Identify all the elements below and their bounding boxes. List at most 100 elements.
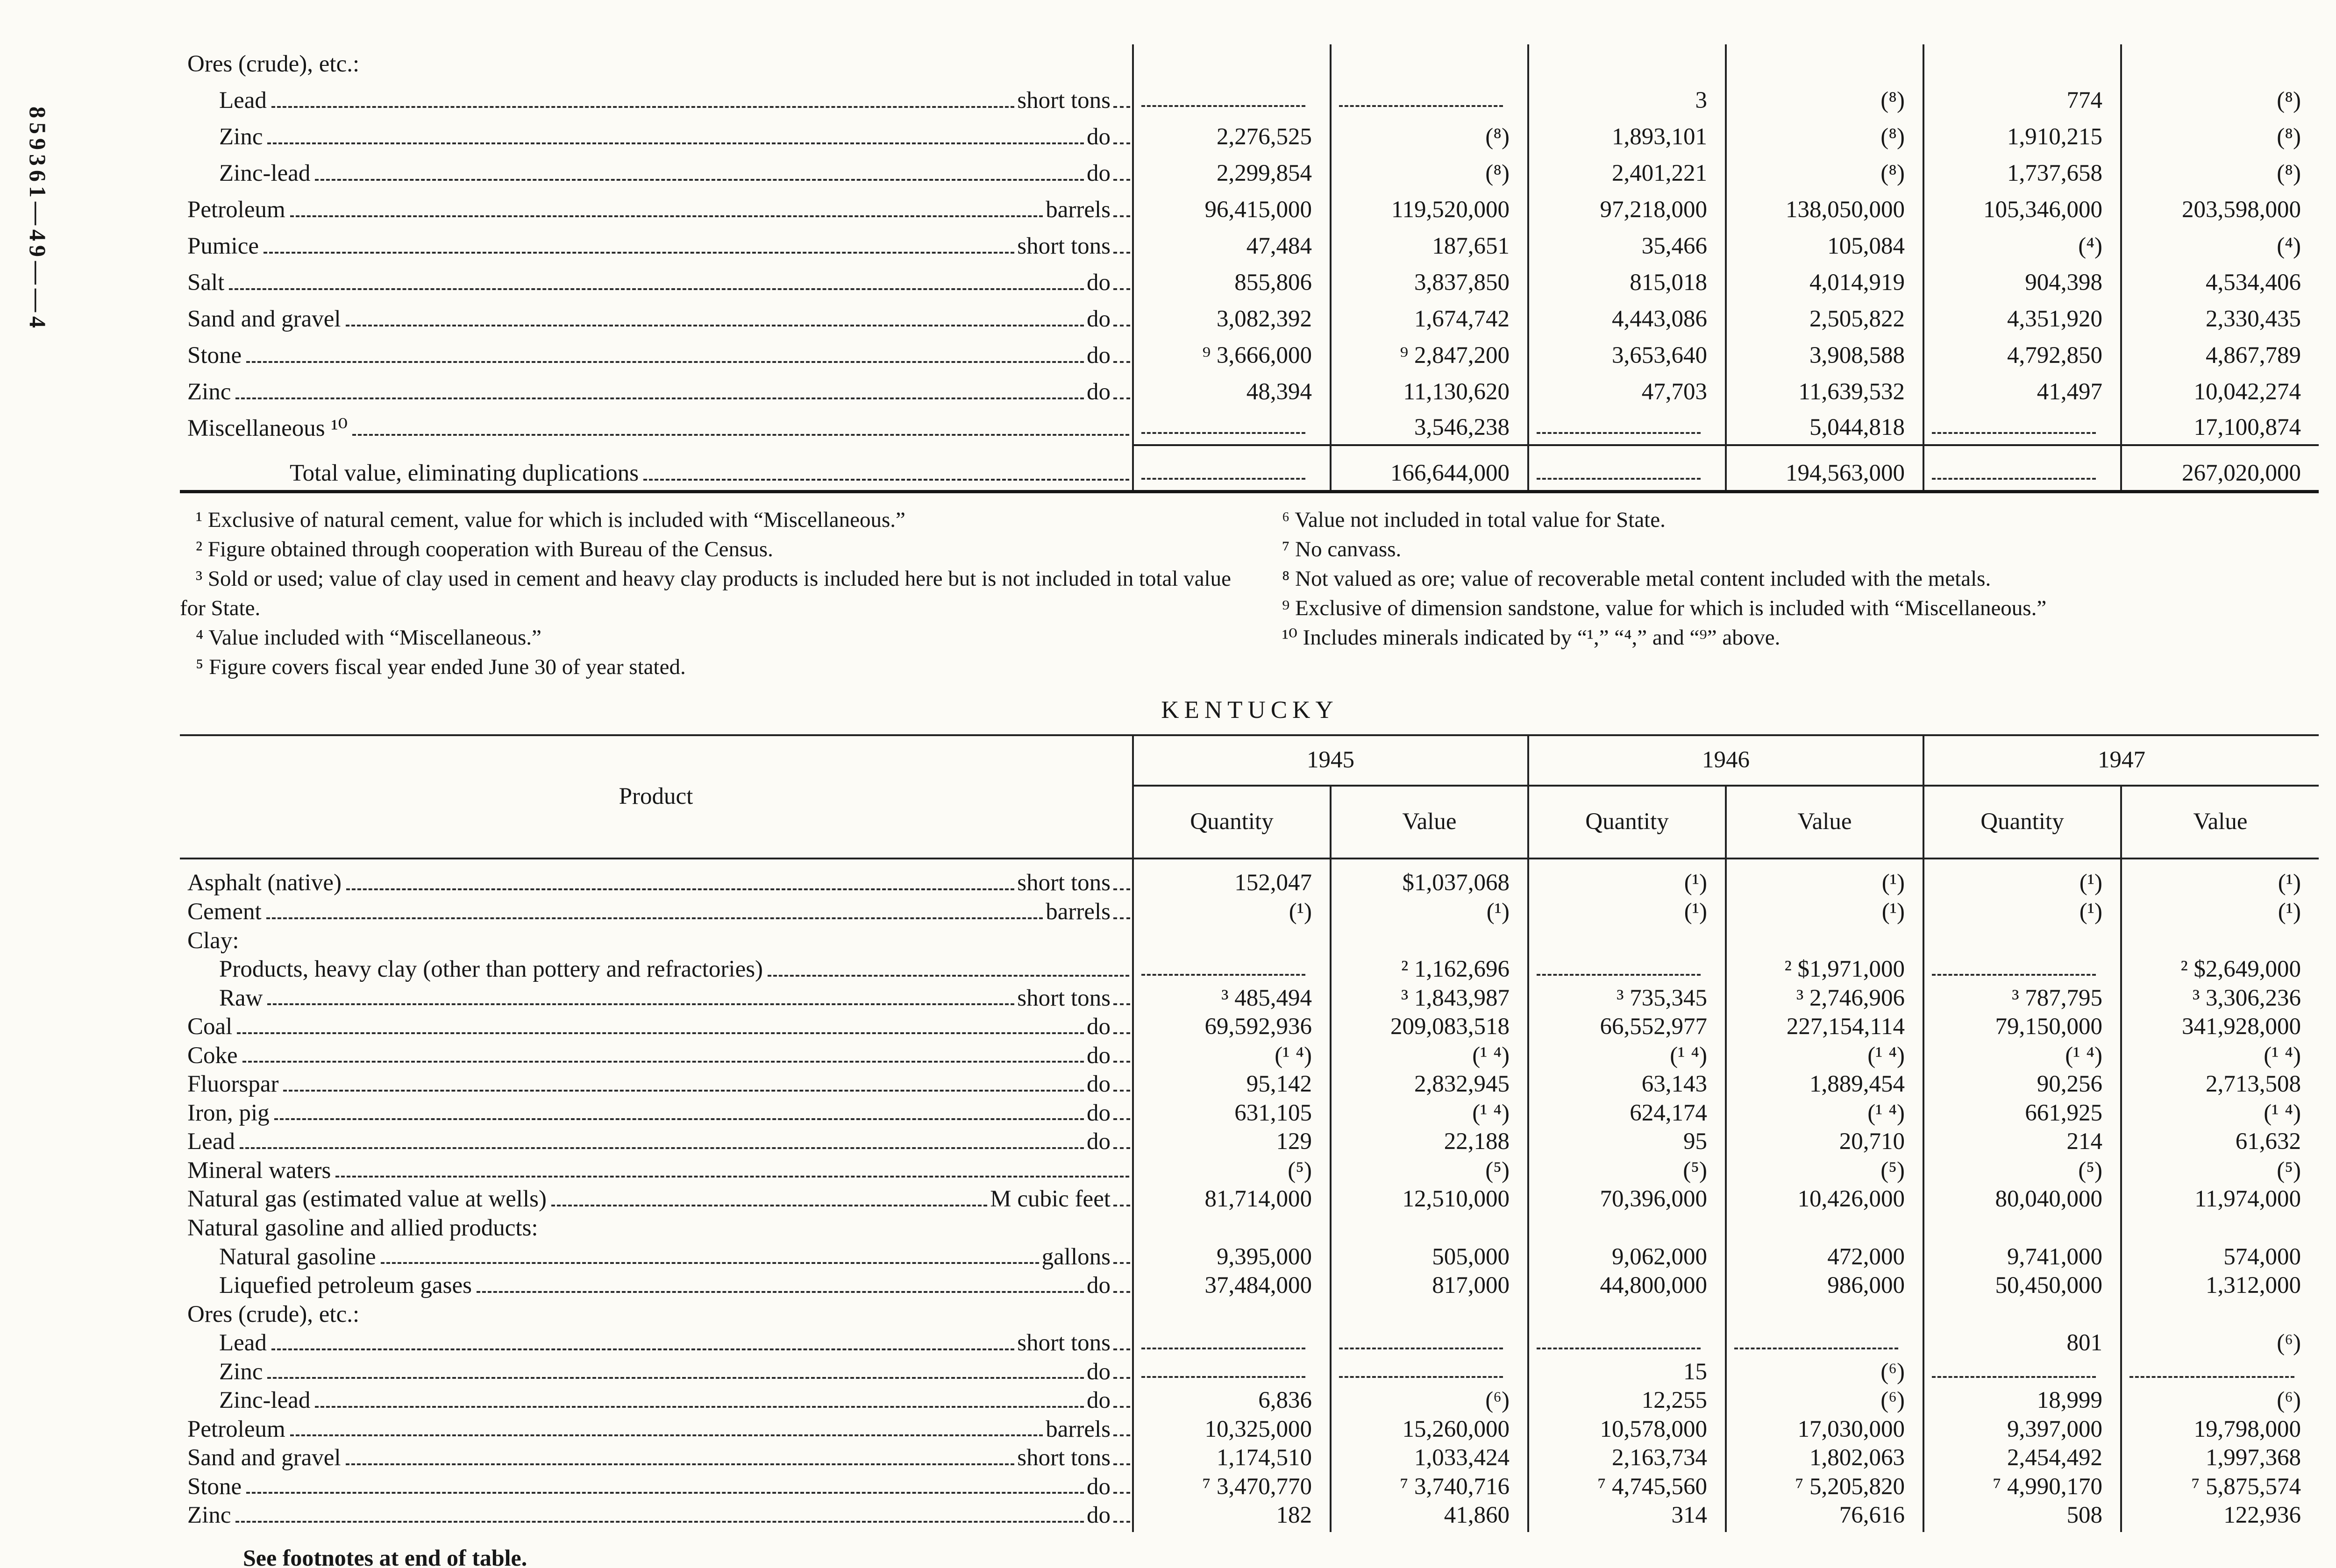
value-cell	[1330, 81, 1528, 117]
dash-leader	[1141, 1376, 1305, 1378]
unit-label: do	[1087, 379, 1111, 405]
dash-leader	[271, 106, 1015, 108]
value-cell: 4,792,850	[1923, 336, 2121, 372]
dash-leader	[1113, 1032, 1130, 1034]
dash-leader	[263, 252, 1015, 254]
value-cell: ³ 735,345	[1527, 986, 1726, 1015]
row-label: Zinc	[187, 1502, 231, 1529]
value-cell: (¹ ⁴)	[1330, 1100, 1528, 1130]
value-cell: 203,598,000	[2120, 190, 2319, 227]
product-cell: Zinc-lead do	[180, 154, 1133, 190]
dash-leader	[1113, 179, 1130, 181]
dash-leader	[1113, 1291, 1130, 1293]
value-cell: 187,651	[1330, 227, 1528, 263]
dash-leader	[246, 361, 1084, 363]
row-label: Products, heavy clay (other than pottery…	[219, 956, 763, 983]
previous-state-table-continuation: Ores (crude), etc.: Lead short tons 3 (⁸) 774…	[180, 44, 2319, 493]
value-cell: 2,505,822	[1725, 299, 1923, 336]
dash-leader	[346, 888, 1015, 890]
row-label: Lead	[187, 1128, 235, 1155]
value-cell: (¹ ⁴)	[1725, 1100, 1923, 1130]
value-cell: (¹)	[2120, 899, 2319, 929]
value-cell: 4,443,086	[1527, 299, 1726, 336]
value-cell: (⁸)	[2120, 81, 2319, 117]
product-cell: Lead short tons	[180, 81, 1133, 117]
value-cell: 4,534,406	[2120, 263, 2319, 299]
year-header-1947: 1947	[1923, 735, 2319, 787]
dash-leader	[242, 1061, 1084, 1063]
value-cell	[1132, 444, 1331, 492]
value-cell	[1725, 44, 1923, 81]
unit-label: do	[1087, 1272, 1111, 1299]
table-row: Iron, pig do 631,105 (¹ ⁴) 624,174 (¹ ⁴) 661,9…	[180, 1100, 2319, 1130]
unit-label: do	[1087, 1387, 1111, 1414]
product-cell: Natural gasoline gallons	[180, 1244, 1133, 1274]
dash-leader	[1734, 1347, 1898, 1349]
value-cell: 10,578,000	[1527, 1417, 1726, 1446]
value-cell: (¹ ⁴)	[2120, 1043, 2319, 1072]
unit-label: do	[1087, 1128, 1111, 1155]
unit-label: do	[1087, 1042, 1111, 1069]
table-row: Natural gasoline gallons 9,395,000 505,000 9…	[180, 1244, 2319, 1274]
value-cell: ³ 485,494	[1132, 986, 1331, 1015]
value-cell: 341,928,000	[2120, 1015, 2319, 1043]
table-row: Coal do 69,592,936 209,083,518 66,552,977 227…	[180, 1015, 2319, 1043]
unit-label: do	[1087, 306, 1111, 333]
value-cell: 41,860	[1330, 1503, 1528, 1533]
value-cell: 3,653,640	[1527, 336, 1726, 372]
footnote: ⁵ Figure covers fiscal year ended June 3…	[196, 655, 686, 679]
value-cell: 15	[1527, 1359, 1726, 1389]
value-cell: ³ 2,746,906	[1725, 986, 1923, 1015]
dash-leader	[315, 1405, 1084, 1408]
unit-label: do	[1087, 1014, 1111, 1040]
row-label: Zinc	[187, 379, 231, 405]
value-cell: 1,033,424	[1330, 1446, 1528, 1475]
value-cell: 1,312,000	[2120, 1273, 2319, 1302]
value-cell: 2,401,221	[1527, 154, 1726, 190]
unit-label: do	[1087, 1502, 1111, 1529]
value-cell	[1132, 1302, 1331, 1331]
table-row: Pumice short tons 47,484 187,651 35,466 105,0…	[180, 227, 2319, 263]
value-cell: 48,394	[1132, 372, 1331, 409]
dash-leader	[1113, 361, 1130, 363]
row-label: Sand and gravel	[187, 306, 341, 333]
value-cell: 624,174	[1527, 1100, 1726, 1130]
value-cell: ³ 3,306,236	[2120, 986, 2319, 1015]
value-cell	[1132, 1331, 1331, 1360]
value-cell: 631,105	[1132, 1100, 1331, 1130]
row-label: Coke	[187, 1042, 238, 1069]
value-cell: 3	[1527, 81, 1726, 117]
dash-leader	[290, 1434, 1043, 1437]
row-label: Natural gasoline and allied products:	[187, 1215, 538, 1242]
value-cell: 19,798,000	[2120, 1417, 2319, 1446]
value-cell: ⁷ 5,875,574	[2120, 1474, 2319, 1504]
row-label: Clay:	[187, 927, 239, 954]
row-label: Petroleum	[187, 197, 285, 223]
dash-leader	[551, 1205, 988, 1207]
value-cell	[1132, 44, 1331, 81]
value-cell: (⁸)	[1725, 117, 1923, 154]
value-cell: 166,644,000	[1330, 444, 1528, 492]
dash-leader	[1113, 1463, 1130, 1465]
value-cell: 1,889,454	[1725, 1072, 1923, 1101]
dash-leader	[1339, 1376, 1503, 1378]
value-cell	[1330, 44, 1528, 81]
value-cell: 3,546,238	[1330, 409, 1528, 445]
table-row: Cement barrels (¹) (¹) (¹) (¹) (¹) (¹)	[180, 899, 2319, 929]
dash-leader	[1339, 1347, 1503, 1349]
row-label: Iron, pig	[187, 1100, 270, 1126]
unit-label: do	[1087, 1358, 1111, 1385]
value-cell: 105,346,000	[1923, 190, 2121, 227]
dash-leader	[1339, 105, 1503, 107]
row-label: Zinc	[219, 124, 263, 150]
value-cell: (¹ ⁴)	[1527, 1043, 1726, 1072]
table-row: Mineral waters (⁵) (⁵) (⁵) (⁵) (⁵) (⁵)	[180, 1158, 2319, 1187]
dash-leader	[380, 1262, 1039, 1264]
value-cell: 508	[1923, 1503, 2121, 1533]
dash-leader	[1537, 973, 1701, 976]
value-cell: 9,397,000	[1923, 1417, 2121, 1446]
dash-leader	[267, 1003, 1015, 1006]
value-cell: 11,639,532	[1725, 372, 1923, 409]
value-cell: ⁷ 5,205,820	[1725, 1474, 1923, 1504]
dash-leader	[1141, 1347, 1305, 1349]
